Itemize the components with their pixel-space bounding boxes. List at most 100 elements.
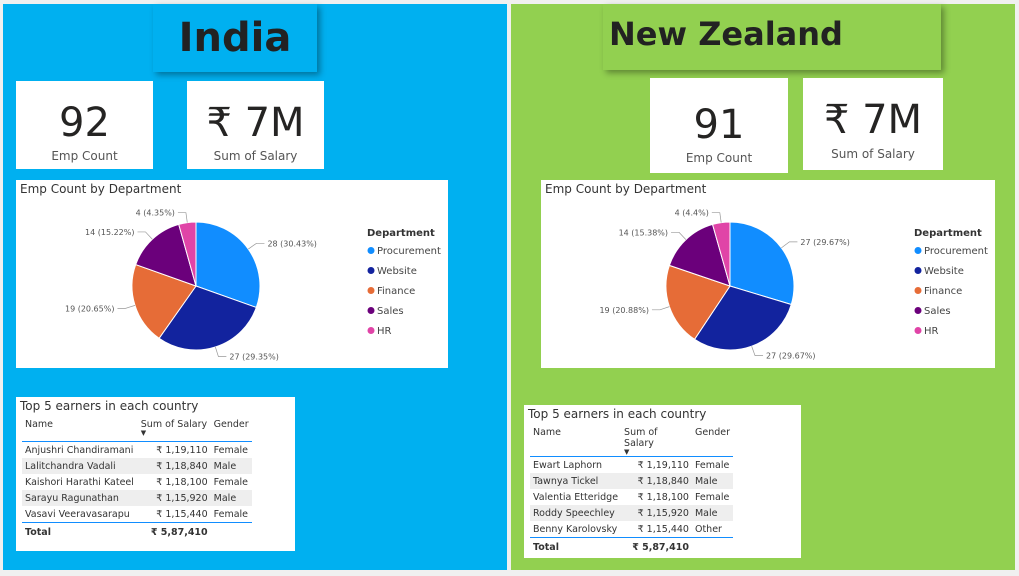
cell-gender: Other (694, 523, 722, 535)
salary-label: Sum of Salary (213, 149, 298, 163)
legend-marker (914, 307, 922, 314)
pie-slice-finance[interactable] (665, 264, 731, 340)
pie-leader-line (651, 306, 670, 311)
legend-item-finance[interactable]: Finance (377, 286, 415, 297)
legend-title: Department (914, 228, 982, 239)
total-value: ₹ 5,87,410 (621, 537, 692, 556)
legend-marker (367, 327, 375, 334)
table-row[interactable]: Ewart Laphorn ₹ 1,19,110 Female (530, 457, 733, 474)
pie-data-label: 14 (15.22%) (85, 228, 134, 237)
cell-salary: ₹ 1,18,840 (137, 458, 211, 474)
salary-card[interactable]: ₹ 7M Sum of Salary (803, 78, 943, 170)
cell-salary: ₹ 1,18,100 (637, 491, 689, 503)
cell-gender: Female (213, 508, 249, 520)
legend-item-hr[interactable]: HR (377, 326, 392, 337)
cell-salary: ₹ 1,15,440 (637, 523, 689, 535)
cell-name: Vasavi Veeravasarapu (25, 508, 130, 520)
table-row[interactable]: Sarayu Ragunathan ₹ 1,15,920 Male (22, 490, 252, 506)
col-gender-header[interactable]: Gender (691, 427, 733, 457)
dept-pie-card[interactable]: 28 (30.43%) 27 (29.35%) 19 (20.65%) 14 (15.… (16, 180, 448, 368)
cell-name: Roddy Speechley (530, 505, 622, 521)
col-salary-header[interactable]: Sum of Salary ▼ (621, 427, 692, 457)
cell-gender: Male (210, 458, 252, 474)
top-earners-card[interactable]: Top 5 earners in each country Name Sum o… (524, 405, 801, 558)
sort-desc-icon: ▼ (140, 429, 147, 437)
pie-data-label: 19 (20.88%) (599, 306, 648, 315)
table-row[interactable]: Tawnya Tickel ₹ 1,18,840 Male (530, 473, 733, 489)
col-name-header[interactable]: Name (530, 427, 622, 457)
legend-item-procurement[interactable]: Procurement (924, 246, 988, 257)
table-row[interactable]: Kaishori Harathi Kateel ₹ 1,18,100 Female (22, 474, 252, 490)
pie-data-label: 27 (29.67%) (800, 238, 849, 247)
cell-gender: Male (691, 505, 733, 521)
legend-item-website[interactable]: Website (924, 266, 964, 277)
table-row[interactable]: Roddy Speechley ₹ 1,15,920 Male (530, 505, 733, 521)
pie-title: Emp Count by Department (545, 182, 707, 196)
salary-value: ₹ 7M (206, 100, 305, 146)
pie-leader-line (117, 305, 136, 309)
cell-salary: ₹ 1,19,110 (156, 444, 208, 456)
table-total-row: Total ₹ 5,87,410 (530, 537, 733, 556)
legend-item-procurement[interactable]: Procurement (377, 246, 441, 257)
pie-slice-finance[interactable] (131, 263, 197, 339)
dept-pie-card[interactable]: 27 (29.67%) 27 (29.67%) 19 (20.88%) 14 (15.… (541, 180, 995, 368)
india-panel: India 92 Emp Count ₹ 7M Sum of Salary 28… (3, 4, 507, 570)
nz-title: New Zealand (603, 4, 941, 70)
pie-leader-line (781, 241, 798, 249)
cell-name: Anjushri Chandiramani (25, 444, 134, 456)
legend-marker (914, 247, 922, 254)
table-row[interactable]: Vasavi Veeravasarapu ₹ 1,15,440 Female (22, 506, 252, 523)
total-label: Total (530, 537, 622, 556)
pie-slice-hr[interactable] (178, 221, 197, 287)
cell-salary: ₹ 1,15,920 (137, 490, 211, 506)
legend-marker (914, 327, 922, 334)
cell-gender: Female (213, 444, 249, 456)
legend-item-sales[interactable]: Sales (377, 306, 404, 317)
dept-pie-chart[interactable]: 28 (30.43%) 27 (29.35%) 19 (20.65%) 14 (15.… (16, 180, 448, 368)
cell-gender: Male (691, 473, 733, 489)
legend-marker (914, 287, 922, 294)
cell-name: Sarayu Ragunathan (22, 490, 138, 506)
legend-item-website[interactable]: Website (377, 266, 417, 277)
cell-gender: Female (694, 491, 730, 503)
pie-slice-procurement[interactable] (195, 221, 261, 309)
cell-name: Kaishori Harathi Kateel (25, 476, 134, 488)
table-row[interactable]: Benny Karolovsky ₹ 1,15,440 Other (530, 521, 733, 538)
emp-count-card[interactable]: 92 Emp Count (16, 81, 153, 169)
cell-salary: ₹ 1,15,920 (621, 505, 692, 521)
pie-data-label: 27 (29.35%) (229, 353, 278, 362)
emp-count-card[interactable]: 91 Emp Count (650, 78, 788, 173)
col-name-header[interactable]: Name (22, 419, 138, 442)
pie-title: Emp Count by Department (20, 182, 182, 196)
pie-leader-line (671, 231, 687, 240)
top-earners-table: Name Sum of Salary ▼ Gender Ewart Laphorn… (530, 427, 733, 556)
total-value: ₹ 5,87,410 (137, 522, 211, 541)
emp-count-label: Emp Count (51, 149, 118, 163)
india-title: India (153, 4, 317, 72)
col-gender-header[interactable]: Gender (210, 419, 252, 442)
col-salary-header[interactable]: Sum of Salary ▼ (137, 419, 211, 442)
sort-desc-icon: ▼ (624, 448, 630, 456)
pie-slice-procurement[interactable] (729, 221, 795, 306)
table-row[interactable]: Anjushri Chandiramani ₹ 1,19,110 Female (22, 442, 252, 459)
pie-leader-line (711, 212, 722, 223)
top-earners-card[interactable]: Top 5 earners in each country Name Sum o… (16, 397, 295, 551)
total-label: Total (22, 522, 138, 541)
pie-leader-line (248, 242, 265, 250)
legend-item-hr[interactable]: HR (924, 326, 939, 337)
salary-card[interactable]: ₹ 7M Sum of Salary (187, 81, 324, 169)
cell-name: Valentia Etteridge (533, 491, 619, 503)
pie-leader-line (751, 346, 764, 356)
pie-data-label: 4 (4.4%) (675, 209, 709, 218)
legend-item-sales[interactable]: Sales (924, 306, 951, 317)
emp-count-label: Emp Count (685, 151, 753, 165)
legend-title: Department (367, 228, 435, 239)
legend-item-finance[interactable]: Finance (924, 286, 962, 297)
legend-marker (367, 287, 375, 294)
pie-leader-line (215, 346, 227, 357)
dept-pie-chart[interactable]: 27 (29.67%) 27 (29.67%) 19 (20.88%) 14 (15.… (541, 180, 995, 368)
cell-salary: ₹ 1,18,840 (621, 473, 692, 489)
table-row[interactable]: Valentia Etteridge ₹ 1,18,100 Female (530, 489, 733, 505)
table-row[interactable]: Lalitchandra Vadali ₹ 1,18,840 Male (22, 458, 252, 474)
cell-gender: Female (213, 476, 249, 488)
